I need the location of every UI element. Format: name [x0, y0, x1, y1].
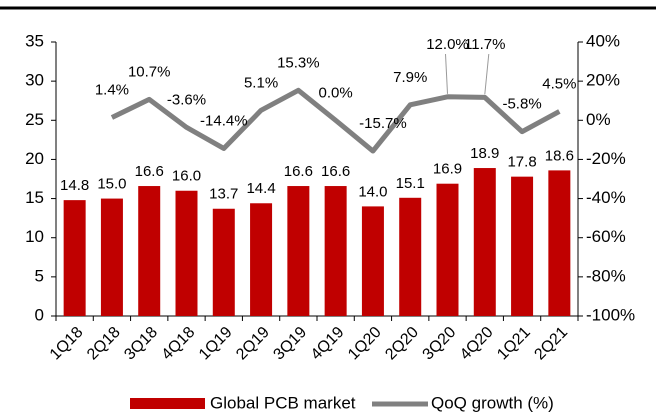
y-tick-label: 0: [35, 305, 44, 324]
line-value-label: 10.7%: [128, 63, 171, 80]
bar-value-label: 16.0: [172, 168, 201, 185]
x-tick-label: 3Q19: [270, 324, 310, 364]
y2-tick-label: -20%: [586, 149, 626, 168]
line-value-label: 5.1%: [244, 74, 278, 91]
line-value-label: 4.5%: [542, 75, 576, 92]
bar: [324, 186, 347, 316]
line-value-label: -14.4%: [200, 112, 248, 129]
x-tick-label: 2Q19: [233, 324, 273, 364]
y-tick-label: 15: [25, 188, 44, 207]
x-tick-label: 2Q18: [84, 324, 124, 364]
bar: [287, 186, 310, 316]
x-tick-label: 4Q18: [159, 324, 199, 364]
bar-value-label: 16.6: [321, 163, 350, 180]
legend-swatch: [130, 398, 205, 409]
y-tick-label: 5: [35, 266, 44, 285]
growth-line: [110, 87, 561, 154]
y-tick-label: 30: [25, 71, 44, 90]
line-value-label: -5.8%: [502, 96, 541, 113]
bar-value-label: 16.6: [284, 163, 313, 180]
bar: [361, 206, 384, 316]
y2-tick-label: -60%: [586, 227, 626, 246]
bar-value-label: 13.7: [209, 186, 238, 203]
x-tick-label: 1Q18: [47, 324, 87, 364]
bar: [511, 176, 534, 316]
leader-line: [445, 53, 448, 94]
line-value-label: 11.7%: [464, 36, 505, 53]
line-value-label: 1.4%: [95, 82, 129, 99]
line-value-label: -15.7%: [359, 115, 407, 132]
bar-value-label: 14.0: [358, 183, 387, 200]
line-value-label: 12.0%: [426, 36, 469, 53]
x-tick-label: 4Q19: [308, 324, 348, 364]
x-tick-label: 4Q20: [457, 324, 497, 364]
x-tick-label: 3Q18: [121, 324, 161, 364]
y2-tick-label: 0%: [586, 110, 611, 129]
y-tick-label: 10: [25, 227, 44, 246]
leader-line: [484, 53, 490, 95]
y2-tick-label: 40%: [586, 31, 620, 50]
line-value-label: -3.6%: [167, 91, 206, 108]
line-value-label: 0.0%: [319, 84, 353, 101]
x-tick-label: 2Q21: [531, 324, 571, 364]
bar-value-label: 18.6: [545, 147, 574, 164]
bar: [399, 197, 422, 316]
bar-value-label: 17.8: [507, 154, 536, 171]
legend-label: Global PCB market: [210, 393, 356, 412]
bar: [548, 170, 571, 316]
x-tick-label: 1Q19: [196, 324, 236, 364]
bar: [250, 203, 273, 316]
bar-value-label: 16.9: [433, 161, 462, 178]
bar-value-label: 18.9: [470, 145, 499, 162]
y2-tick-label: -80%: [586, 266, 626, 285]
bar: [473, 168, 496, 316]
bar: [100, 198, 123, 316]
line-value-label: 15.3%: [277, 54, 320, 71]
bar: [436, 183, 459, 316]
bar-value-label: 14.8: [60, 177, 89, 194]
bar-value-label: 16.6: [135, 163, 164, 180]
bar: [212, 208, 235, 316]
x-tick-label: 1Q20: [345, 324, 385, 364]
bar-value-label: 15.1: [396, 175, 425, 192]
bar-value-label: 14.4: [246, 180, 275, 197]
x-tick-label: 3Q20: [420, 324, 460, 364]
y2-tick-label: -40%: [586, 188, 626, 207]
legend-label: QoQ growth (%): [431, 393, 554, 412]
y2-tick-label: 20%: [586, 71, 620, 90]
x-tick-label: 2Q20: [382, 324, 422, 364]
x-tick-label: 1Q21: [494, 324, 534, 364]
bar: [138, 186, 161, 316]
line-value-label: 7.9%: [393, 69, 427, 86]
bar-value-label: 15.0: [97, 176, 126, 193]
bar: [63, 200, 86, 316]
y-tick-label: 25: [25, 110, 44, 129]
y2-tick-label: -100%: [586, 305, 635, 324]
y-tick-label: 20: [25, 149, 44, 168]
y-tick-label: 35: [25, 31, 44, 50]
bar: [175, 190, 198, 316]
